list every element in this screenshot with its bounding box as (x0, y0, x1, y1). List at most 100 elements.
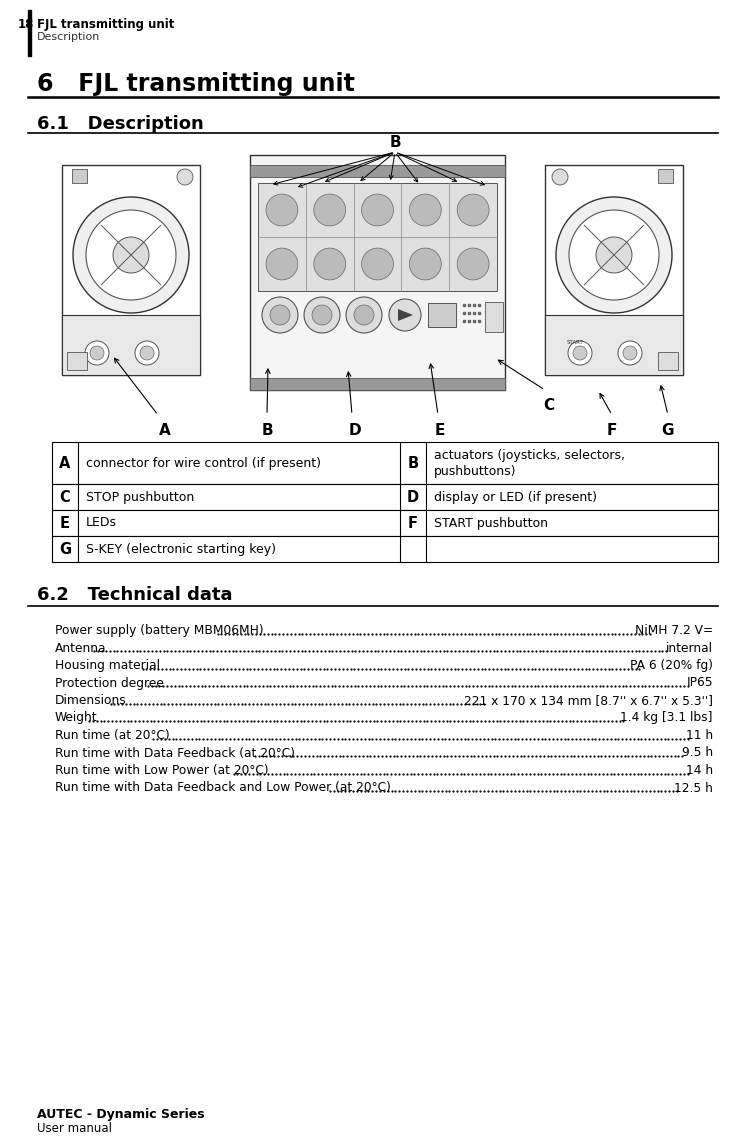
Circle shape (618, 341, 642, 365)
Text: 6.1   Description: 6.1 Description (37, 114, 204, 133)
Bar (62, 165, 200, 376)
Bar (250, 378, 505, 390)
Bar (658, 352, 678, 370)
Text: F: F (607, 423, 617, 439)
Text: 14 h: 14 h (686, 764, 713, 777)
Circle shape (457, 194, 489, 226)
Circle shape (90, 346, 104, 360)
Text: S-KEY (electronic starting key): S-KEY (electronic starting key) (86, 543, 276, 555)
Text: 1.4 kg [3.1 lbs]: 1.4 kg [3.1 lbs] (620, 711, 713, 725)
Circle shape (266, 248, 298, 279)
Text: NiMH 7.2 V=: NiMH 7.2 V= (635, 624, 713, 637)
Bar (658, 169, 673, 183)
Text: Description: Description (37, 32, 100, 42)
Circle shape (362, 194, 394, 226)
Text: E: E (60, 515, 70, 530)
Text: 11 h: 11 h (686, 729, 713, 742)
Text: STOP pushbutton: STOP pushbutton (86, 490, 194, 504)
Circle shape (346, 297, 382, 333)
Circle shape (113, 237, 149, 273)
Bar (545, 315, 683, 376)
Bar (485, 302, 503, 332)
Text: Run time with Data Feedback and Low Power (at 20°C): Run time with Data Feedback and Low Powe… (55, 782, 391, 795)
Circle shape (623, 346, 637, 360)
Text: User manual: User manual (37, 1122, 112, 1135)
Text: A: A (159, 423, 171, 439)
Circle shape (409, 248, 441, 279)
Circle shape (362, 248, 394, 279)
Circle shape (409, 194, 441, 226)
Bar (62, 315, 200, 376)
Text: 221 x 170 x 134 mm [8.7'' x 6.7'' x 5.3'']: 221 x 170 x 134 mm [8.7'' x 6.7'' x 5.3'… (464, 694, 713, 706)
Circle shape (314, 194, 345, 226)
Text: Housing material: Housing material (55, 660, 160, 672)
Circle shape (86, 210, 176, 300)
Text: C: C (543, 398, 554, 413)
Bar (250, 155, 505, 390)
Text: 6.2   Technical data: 6.2 Technical data (37, 586, 233, 605)
Bar (52, 442, 718, 484)
Text: display or LED (if present): display or LED (if present) (434, 490, 597, 504)
Text: B: B (407, 456, 418, 471)
Bar (52, 510, 718, 536)
Text: Protection degree: Protection degree (55, 677, 164, 689)
Text: START: START (567, 340, 584, 345)
Circle shape (73, 197, 189, 313)
Text: 18: 18 (18, 18, 34, 31)
Text: 12.5 h: 12.5 h (674, 782, 713, 795)
Text: connector for wire control (if present): connector for wire control (if present) (86, 457, 321, 469)
Bar (52, 536, 718, 562)
Text: PA 6 (20% fg): PA 6 (20% fg) (630, 660, 713, 672)
Text: Power supply (battery MBM06MH): Power supply (battery MBM06MH) (55, 624, 264, 637)
Circle shape (573, 346, 587, 360)
Text: G: G (59, 542, 71, 556)
Bar (545, 165, 683, 376)
Text: F: F (408, 515, 418, 530)
Text: 9.5 h: 9.5 h (682, 747, 713, 759)
Circle shape (314, 248, 345, 279)
Text: actuators (joysticks, selectors,: actuators (joysticks, selectors, (434, 449, 625, 461)
Circle shape (266, 194, 298, 226)
Text: B: B (262, 423, 273, 439)
Text: AUTEC - Dynamic Series: AUTEC - Dynamic Series (37, 1108, 204, 1121)
Text: A: A (59, 456, 71, 471)
Text: pushbuttons): pushbuttons) (434, 465, 516, 477)
Text: Run time with Data Feedback (at 20°C): Run time with Data Feedback (at 20°C) (55, 747, 295, 759)
Text: Dimensions: Dimensions (55, 694, 127, 706)
Bar (250, 165, 505, 177)
Circle shape (140, 346, 154, 360)
Circle shape (270, 305, 290, 325)
Text: D: D (407, 490, 419, 505)
Bar (72, 169, 87, 183)
Circle shape (354, 305, 374, 325)
Bar (258, 183, 497, 291)
Text: D: D (348, 423, 361, 439)
Circle shape (389, 299, 421, 331)
Circle shape (569, 210, 659, 300)
Circle shape (85, 341, 109, 365)
Circle shape (552, 169, 568, 185)
Text: IP65: IP65 (687, 677, 713, 689)
Circle shape (262, 297, 298, 333)
Circle shape (312, 305, 332, 325)
Circle shape (177, 169, 193, 185)
Circle shape (457, 248, 489, 279)
Text: C: C (59, 490, 71, 505)
Polygon shape (398, 309, 413, 321)
Circle shape (304, 297, 340, 333)
Text: 6   FJL transmitting unit: 6 FJL transmitting unit (37, 72, 355, 96)
Text: Run time with Low Power (at 20°C): Run time with Low Power (at 20°C) (55, 764, 269, 777)
Text: LEDs: LEDs (86, 516, 117, 529)
Text: G: G (662, 423, 674, 439)
Circle shape (568, 341, 592, 365)
Text: Weight: Weight (55, 711, 97, 725)
Text: internal: internal (666, 641, 713, 655)
Circle shape (596, 237, 632, 273)
Text: START pushbutton: START pushbutton (434, 516, 548, 529)
Bar (28, 10, 30, 56)
Text: Antenna: Antenna (55, 641, 106, 655)
Bar (52, 484, 718, 510)
Circle shape (556, 197, 672, 313)
Bar (67, 352, 87, 370)
Text: E: E (435, 423, 445, 439)
